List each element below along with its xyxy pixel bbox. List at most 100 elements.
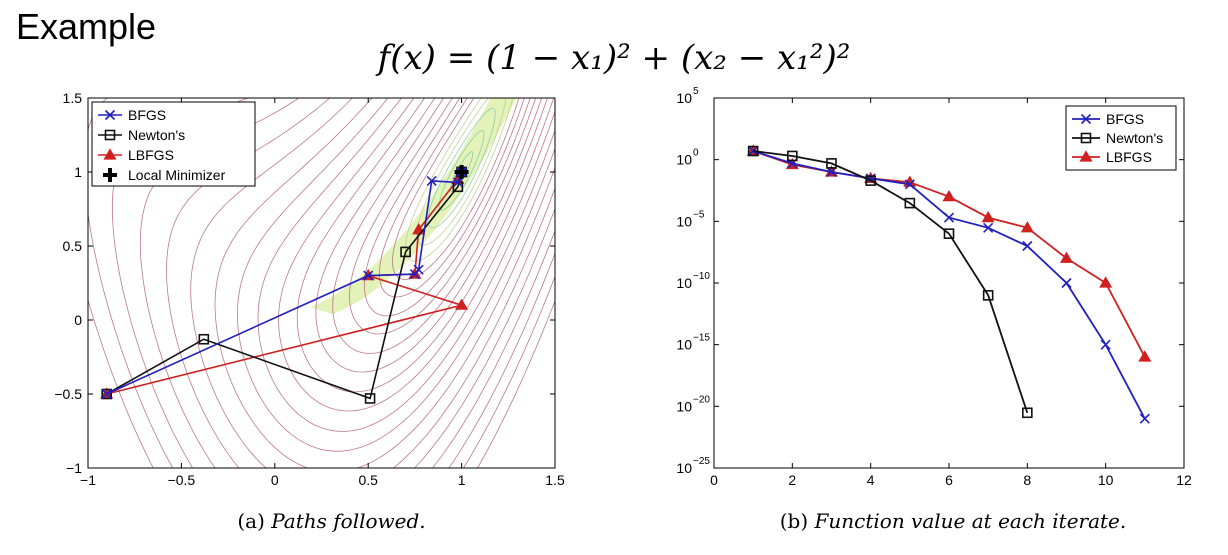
caption-b: (b) Function value at each iterate.: [780, 509, 1127, 533]
legend-marker: [1079, 150, 1093, 162]
data-point: [1100, 339, 1111, 350]
data-point: [1022, 407, 1033, 419]
x-tick-label: 0: [710, 472, 718, 488]
series-line: [753, 150, 1029, 414]
y-tick-label: 10: [676, 460, 692, 476]
data-point: [452, 177, 463, 188]
legend-label: BFGS: [1106, 111, 1144, 127]
data-point: [455, 298, 469, 310]
y-tick-exponent: −15: [693, 333, 710, 344]
data-point: [748, 145, 759, 157]
y-tick-label: 0.5: [63, 238, 83, 254]
formula: f(x) = (1 − x₁)² + (x₂ − x₁²)²: [377, 38, 851, 78]
y-tick-label: 10: [676, 213, 692, 229]
contour-lines: [88, 98, 555, 468]
caption-label: (a): [237, 509, 271, 533]
y-tick-label: 10: [676, 337, 692, 353]
x-tick-label: −1: [80, 472, 96, 488]
contour-line: [278, 98, 555, 412]
series-line: [106, 171, 463, 400]
series-lbfgs: [746, 144, 1152, 362]
legend: BFGS Newton's LBFGS: [1065, 105, 1177, 171]
y-tick-exponent: 0: [693, 148, 699, 159]
x-tick-label: 0: [271, 472, 279, 488]
data-point: [1099, 276, 1113, 288]
series-newton-s: [747, 145, 1033, 419]
caption-label: (b): [780, 509, 815, 533]
x-tick-label: 1.5: [545, 472, 565, 488]
y-tick-exponent: −5: [693, 209, 705, 220]
y-tick-label: −1: [66, 460, 82, 476]
slide-title: Example: [16, 6, 157, 47]
x-tick-label: 2: [788, 472, 796, 488]
contour-line: [364, 98, 531, 317]
x-tick-label: 4: [867, 472, 875, 488]
caption-text: Function value at each iterate.: [814, 509, 1127, 533]
contour-line: [257, 98, 555, 432]
y-tick-label: 10: [676, 90, 692, 106]
y-tick-label: 10: [676, 398, 692, 414]
data-point: [904, 179, 915, 190]
y-tick-label: 0: [74, 312, 82, 328]
local-minimizer-point: [454, 165, 469, 179]
data-point: [904, 197, 916, 209]
data-point: [747, 145, 759, 157]
y-tick-exponent: 5: [693, 86, 699, 97]
data-point: [1139, 413, 1150, 424]
contour-line: [349, 98, 537, 335]
x-tick-label: −0.5: [168, 472, 196, 488]
paths-plot-area: −1 −0.5 0 0.5 1 1.5 −1 −0.5 0 0.5 1 1.5 BFGS Newton's…: [54, 90, 565, 533]
data-point: [101, 388, 112, 400]
x-tick-label: 6: [945, 472, 953, 488]
data-point: [413, 264, 424, 275]
legend-marker: [103, 148, 117, 160]
y-tick-exponent: −10: [693, 271, 710, 282]
legend: BFGS Newton's LBFGS Local Minimizer: [91, 101, 256, 187]
legend-label: BFGS: [128, 107, 166, 123]
data-point: [942, 189, 956, 202]
data-point: [426, 175, 437, 186]
legend-box: [91, 101, 256, 187]
y-tick-label: −0.5: [54, 386, 82, 402]
x-tick-label: 0.5: [358, 472, 378, 488]
data-point: [943, 228, 955, 239]
paths-chart: −1 −0.5 0 0.5 1 1.5 −1 −0.5 0 0.5 1 1.5 BFGS Newton's…: [54, 90, 565, 533]
y-tick-label: 1.5: [63, 90, 83, 106]
caption-a: (a) Paths followed.: [237, 509, 425, 533]
contour-line: [237, 98, 555, 452]
contour-line: [392, 98, 520, 280]
caption-text: Paths followed.: [270, 509, 425, 533]
legend-label: LBFGS: [128, 147, 174, 163]
data-point: [101, 388, 112, 400]
data-point: [1059, 251, 1074, 263]
contour-line: [214, 98, 555, 468]
data-point: [400, 246, 411, 258]
data-point: [983, 222, 994, 233]
data-point: [364, 393, 376, 404]
contour-line: [296, 98, 555, 393]
contour-line: [315, 98, 548, 373]
legend-label: Newton's: [128, 127, 185, 143]
data-point: [981, 210, 995, 223]
valley-highlight: [310, 98, 517, 315]
contour-line: [416, 98, 507, 246]
contour-line: [427, 108, 496, 229]
legend-marker: [103, 168, 117, 182]
data-point: [1020, 221, 1034, 233]
legend-label: Local Minimizer: [128, 167, 226, 183]
legend-marker: [104, 129, 116, 141]
y-tick-exponent: −25: [693, 456, 710, 467]
plot-frame: [87, 97, 556, 469]
data-point: [363, 270, 374, 281]
data-point: [982, 290, 994, 301]
data-point: [826, 166, 837, 178]
contour-line: [88, 298, 555, 468]
series-line: [752, 150, 1146, 358]
y-tick-label: 10: [676, 152, 692, 168]
x-tick-label: 10: [1098, 472, 1114, 488]
legend-marker: [1080, 132, 1092, 144]
contour-line: [166, 98, 555, 468]
contour-line: [438, 130, 485, 211]
